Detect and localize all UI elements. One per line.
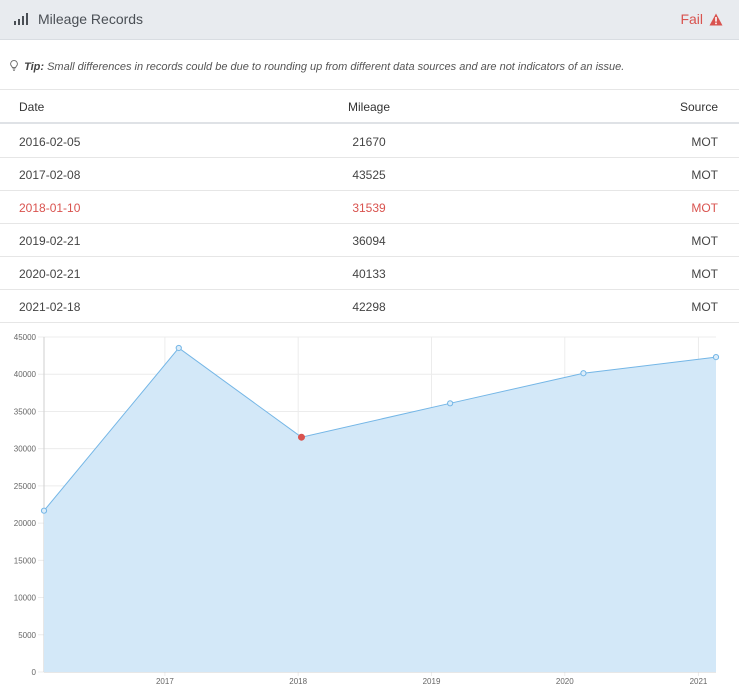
row-date: 2020-02-21 [19, 267, 81, 281]
y-tick-label: 45000 [14, 333, 37, 342]
column-header-source: Source [679, 100, 718, 114]
row-date: 2016-02-05 [19, 135, 81, 149]
table-row: 2017-02-08 43525 MOT [0, 158, 739, 191]
tip-text: Small differences in records could be du… [47, 61, 625, 73]
y-tick-label: 20000 [14, 519, 37, 528]
table-header: Date Mileage Source [0, 91, 739, 124]
mileage-area [44, 347, 716, 672]
table-row: 2021-02-18 42298 MOT [0, 290, 739, 323]
status-indicator: Fail [680, 11, 723, 27]
row-date: 2021-02-18 [19, 300, 81, 314]
row-source: MOT [691, 267, 718, 281]
data-point [40, 507, 48, 514]
y-tick-label: 5000 [18, 631, 36, 640]
x-tick-label: 2018 [289, 677, 307, 686]
row-source: MOT [691, 201, 718, 215]
row-source: MOT [691, 234, 718, 248]
table-row: 2020-02-21 40133 MOT [0, 257, 739, 290]
data-point [447, 400, 454, 407]
y-tick-label: 25000 [14, 482, 37, 491]
signal-bars-icon [14, 13, 30, 25]
data-point [580, 370, 587, 377]
row-source: MOT [691, 168, 718, 182]
data-point [712, 354, 720, 361]
x-tick-label: 2021 [690, 677, 708, 686]
row-date: 2018-01-10 [19, 201, 81, 215]
panel-header: Mileage Records Fail [0, 0, 739, 40]
tip-label: Tip: [24, 61, 45, 73]
data-point-fail [297, 433, 305, 441]
row-source: MOT [691, 300, 718, 314]
y-tick-label: 10000 [14, 594, 37, 603]
data-point [175, 344, 182, 352]
row-mileage: 43525 [352, 168, 386, 182]
x-tick-label: 2019 [423, 677, 441, 686]
x-tick-label: 2020 [556, 677, 574, 686]
y-tick-label: 40000 [14, 370, 37, 379]
status-label: Fail [680, 11, 703, 27]
row-mileage: 31539 [352, 201, 386, 215]
row-mileage: 42298 [352, 300, 386, 314]
row-mileage: 40133 [352, 267, 386, 281]
x-tick-label: 2017 [156, 677, 174, 686]
table-row: 2016-02-05 21670 MOT [0, 125, 739, 158]
row-date: 2017-02-08 [19, 168, 81, 182]
panel-title: Mileage Records [38, 11, 144, 27]
row-mileage: 36094 [352, 234, 386, 248]
y-tick-label: 0 [32, 668, 37, 677]
row-source: MOT [691, 135, 718, 149]
row-date: 2019-02-21 [19, 234, 81, 248]
lightbulb-icon [10, 60, 18, 71]
tip-note: Tip: Small differences in records could … [0, 41, 739, 90]
table-row: 2019-02-21 36094 MOT [0, 224, 739, 257]
mileage-line [43, 347, 717, 511]
column-header-date: Date [19, 100, 45, 114]
mileage-chart: 0 5000 10000 15000 20000 25000 30000 35000 40000… [14, 333, 720, 686]
table-row-fail: 2018-01-10 31539 MOT [0, 191, 739, 224]
y-tick-label: 35000 [14, 407, 37, 416]
row-mileage: 21670 [352, 135, 386, 149]
column-header-mileage: Mileage [347, 100, 391, 114]
y-tick-label: 30000 [14, 445, 37, 454]
warning-triangle-icon [709, 13, 723, 25]
y-tick-label: 15000 [14, 556, 37, 565]
